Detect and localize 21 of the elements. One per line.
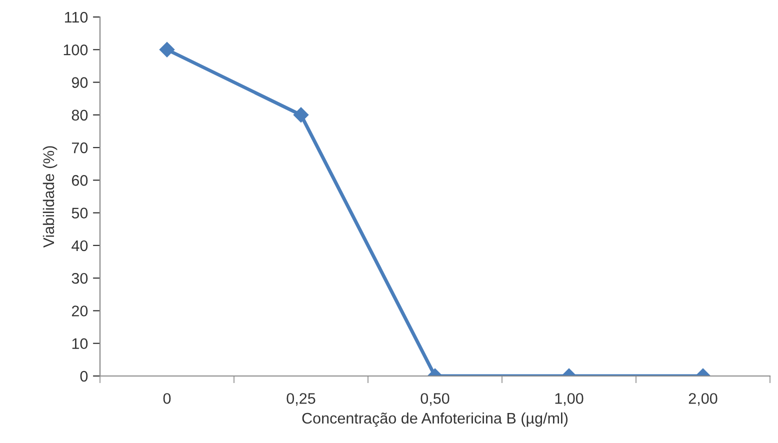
y-tick-label: 40 (72, 240, 88, 252)
x-tick-label: 2,00 (688, 393, 718, 406)
y-tick-label: 100 (64, 44, 88, 56)
x-tick-label: 0,25 (286, 393, 316, 406)
y-tick-label: 60 (72, 175, 88, 186)
y-tick-label: 20 (72, 306, 88, 316)
y-tick-label: 90 (72, 77, 88, 88)
y-tick-label: 110 (65, 12, 88, 23)
y-tick-label: 70 (72, 142, 88, 154)
y-axis-title: Viabilidade (%) (42, 146, 58, 248)
x-axis-title: Concentração de Anfotericina B (µg/ml) (302, 412, 568, 427)
y-tick-label: 50 (72, 208, 88, 219)
x-tick-label: 0 (163, 393, 171, 404)
point (293, 107, 309, 122)
x-tick-label: 1,00 (555, 393, 584, 406)
y-tick-label: 0 (80, 370, 88, 382)
x-tick-label: 0,50 (420, 393, 450, 406)
y-tick-label: 10 (72, 338, 88, 350)
y-tick-label: 30 (72, 272, 88, 284)
point (159, 42, 175, 58)
y-tick-label: 80 (72, 110, 88, 121)
